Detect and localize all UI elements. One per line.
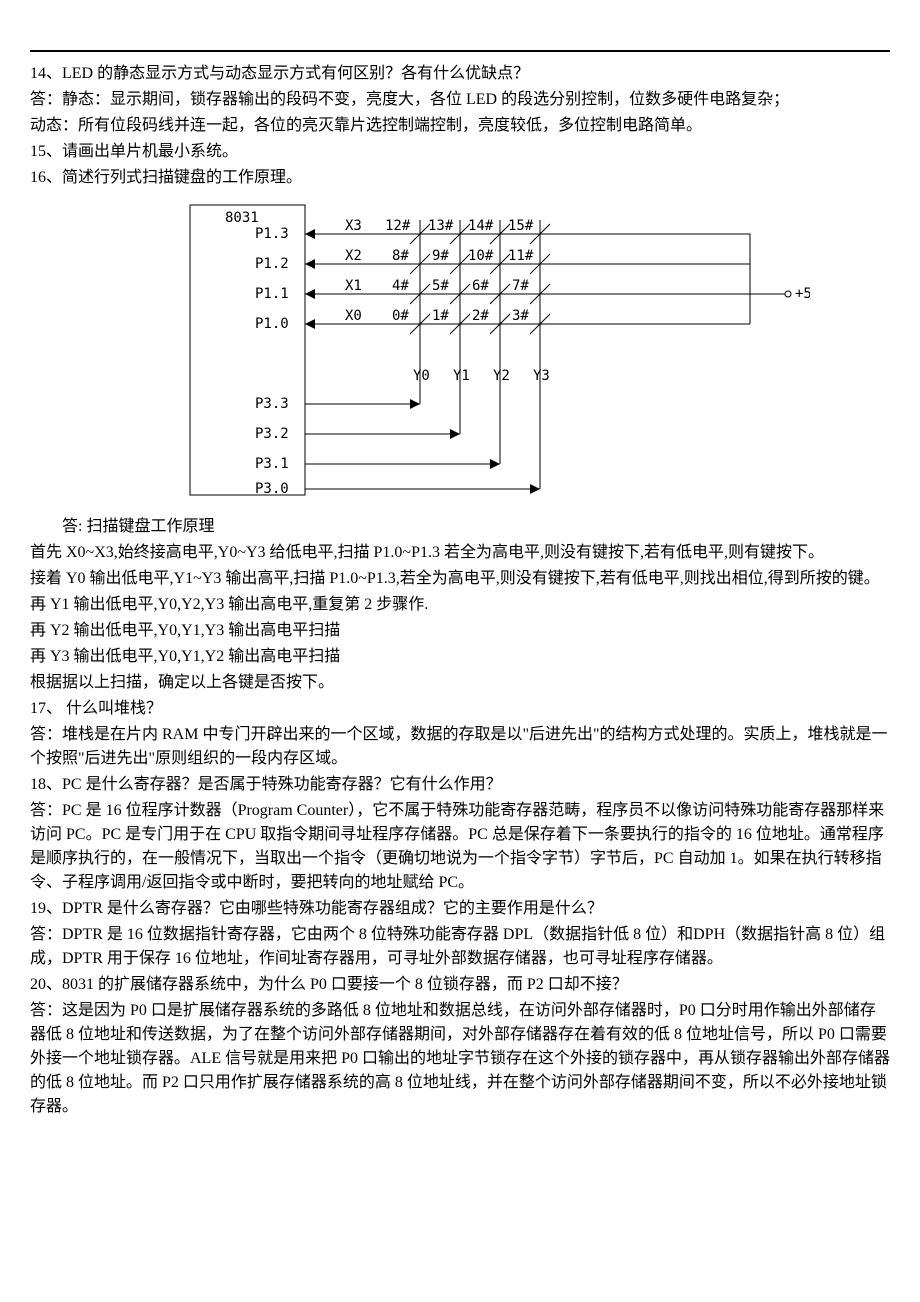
q14-ans1: 答：静态：显示期间，锁存器输出的段码不变，亮度大，各位 LED 的段选分别控制，… xyxy=(30,88,890,112)
svg-text:9#: 9# xyxy=(432,248,449,264)
svg-text:6#: 6# xyxy=(472,278,489,294)
svg-text:P3.3: P3.3 xyxy=(255,396,289,412)
q18-title: 18、PC 是什么寄存器？是否属于特殊功能寄存器？它有什么作用？ xyxy=(30,773,890,797)
keypad-diagram: 8031 P1.3 X3 P1.2 X2 P1.1 X1 P1.0 X0 xyxy=(170,200,810,505)
q15: 15、请画出单片机最小系统。 xyxy=(30,140,890,164)
svg-text:P3.2: P3.2 xyxy=(255,426,289,442)
svg-text:5#: 5# xyxy=(432,278,449,294)
svg-text:Y2: Y2 xyxy=(493,368,510,384)
q16-s3: 再 Y1 输出低电平,Y0,Y2,Y3 输出高电平,重复第 2 步骤作. xyxy=(30,593,890,617)
svg-text:14#: 14# xyxy=(468,218,494,234)
svg-text:Y1: Y1 xyxy=(453,368,470,384)
q16-s6: 根据据以上扫描，确定以上各键是否按下。 xyxy=(30,671,890,695)
svg-text:P3.1: P3.1 xyxy=(255,456,289,472)
svg-text:X3: X3 xyxy=(345,218,362,234)
svg-text:13#: 13# xyxy=(428,218,454,234)
q14-title: 14、LED 的静态显示方式与动态显示方式有何区别？各有什么优缺点？ xyxy=(30,62,890,86)
q20-title: 20、8031 的扩展储存器系统中，为什么 P0 口要接一个 8 位锁存器，而 … xyxy=(30,973,890,997)
svg-text:X2: X2 xyxy=(345,248,362,264)
svg-text:11#: 11# xyxy=(508,248,534,264)
q19-ans: 答：DPTR 是 16 位数据指针寄存器，它由两个 8 位特殊功能寄存器 DPL… xyxy=(30,923,890,971)
q16-intro: 答: 扫描键盘工作原理 xyxy=(30,515,890,539)
svg-text:1#: 1# xyxy=(432,308,449,324)
q16-s2: 接着 Y0 输出低电平,Y1~Y3 输出高平,扫描 P1.0~P1.3,若全为高… xyxy=(30,567,890,591)
svg-text:Y3: Y3 xyxy=(533,368,550,384)
q16-s1: 首先 X0~X3,始终接高电平,Y0~Y3 给低电平,扫描 P1.0~P1.3 … xyxy=(30,541,890,565)
q16-s4: 再 Y2 输出低电平,Y0,Y1,Y3 输出高电平扫描 xyxy=(30,619,890,643)
svg-text:P1.3: P1.3 xyxy=(255,226,289,242)
q14-ans2: 动态：所有位段码线并连一起，各位的亮灭靠片选控制端控制，亮度较低，多位控制电路简… xyxy=(30,114,890,138)
svg-text:8#: 8# xyxy=(392,248,409,264)
svg-text:P1.1: P1.1 xyxy=(255,286,289,302)
svg-text:Y0: Y0 xyxy=(413,368,430,384)
svg-text:P1.2: P1.2 xyxy=(255,256,289,272)
q16-title: 16、简述行列式扫描键盘的工作原理。 xyxy=(30,166,890,190)
svg-text:4#: 4# xyxy=(392,278,409,294)
q18-ans: 答：PC 是 16 位程序计数器（Program Counter），它不属于特殊… xyxy=(30,799,890,895)
svg-text:12#: 12# xyxy=(385,218,411,234)
q20-ans: 答：这是因为 P0 口是扩展储存器系统的多路低 8 位地址和数据总线，在访问外部… xyxy=(30,999,890,1119)
svg-text:7#: 7# xyxy=(512,278,529,294)
svg-text:X1: X1 xyxy=(345,278,362,294)
q16-s5: 再 Y3 输出低电平,Y0,Y1,Y2 输出高电平扫描 xyxy=(30,645,890,669)
svg-text:15#: 15# xyxy=(508,218,534,234)
svg-text:10#: 10# xyxy=(468,248,494,264)
svg-text:P1.0: P1.0 xyxy=(255,316,289,332)
svg-text:X0: X0 xyxy=(345,308,362,324)
svg-text:3#: 3# xyxy=(512,308,529,324)
q17-title: 17、 什么叫堆栈？ xyxy=(30,697,890,721)
svg-text:2#: 2# xyxy=(472,308,489,324)
svg-text:P3.0: P3.0 xyxy=(255,481,289,497)
chip-label: 8031 xyxy=(225,210,259,226)
svg-text:+5V: +5V xyxy=(795,286,810,302)
q19-title: 19、DPTR 是什么寄存器？它由哪些特殊功能寄存器组成？它的主要作用是什么？ xyxy=(30,897,890,921)
q17-ans: 答：堆栈是在片内 RAM 中专门开辟出来的一个区域，数据的存取是以"后进先出"的… xyxy=(30,723,890,771)
svg-text:0#: 0# xyxy=(392,308,409,324)
